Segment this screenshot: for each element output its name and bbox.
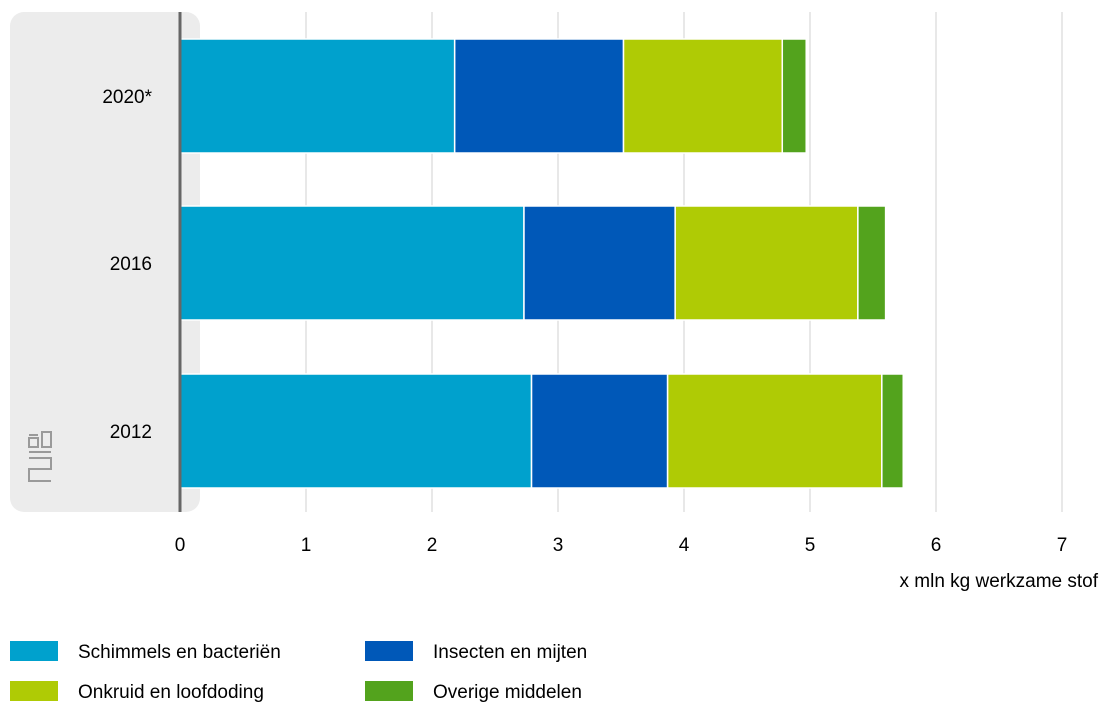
x-tick-label: 4 — [679, 535, 690, 556]
legend-swatch — [10, 681, 58, 701]
bars — [179, 38, 904, 489]
x-tick-label: 2 — [427, 535, 438, 556]
legend-label: Onkruid en loofdoding — [78, 682, 264, 703]
bar-segment — [179, 205, 525, 321]
category-label: 2020* — [102, 87, 152, 108]
bar-segment — [857, 205, 887, 321]
x-tick-label: 0 — [175, 535, 186, 556]
x-tick-label: 5 — [805, 535, 816, 556]
bar-segment — [179, 38, 456, 154]
category-labels: 2020* 2016 2012 — [102, 87, 152, 443]
bar-segment — [179, 373, 533, 489]
bar-segment — [530, 373, 669, 489]
x-tick-labels: 0 1 2 3 4 5 6 7 — [175, 535, 1068, 556]
bar-segment — [781, 38, 807, 154]
legend-swatch — [10, 641, 58, 661]
x-tick-label: 6 — [931, 535, 942, 556]
legend-swatch — [365, 681, 413, 701]
category-label: 2012 — [110, 422, 152, 443]
x-axis-title: x mln kg werkzame stof — [900, 571, 1099, 592]
category-label: 2016 — [110, 254, 152, 275]
bar-segment — [674, 205, 859, 321]
x-tick-label: 1 — [301, 535, 312, 556]
x-tick-label: 7 — [1057, 535, 1068, 556]
legend-label: Overige middelen — [433, 682, 582, 703]
category-panel — [10, 12, 200, 512]
legend-label: Schimmels en bacteriën — [78, 642, 281, 663]
cbs-logo — [28, 431, 52, 482]
legend: Schimmels en bacteriën Insecten en mijten… — [10, 641, 587, 703]
bar-segment — [523, 205, 676, 321]
bar-segment — [622, 38, 784, 154]
legend-swatch — [365, 641, 413, 661]
legend-label: Insecten en mijten — [433, 642, 587, 663]
x-tick-label: 3 — [553, 535, 564, 556]
bar-segment — [666, 373, 883, 489]
bar-segment — [881, 373, 904, 489]
bar-segment — [453, 38, 625, 154]
